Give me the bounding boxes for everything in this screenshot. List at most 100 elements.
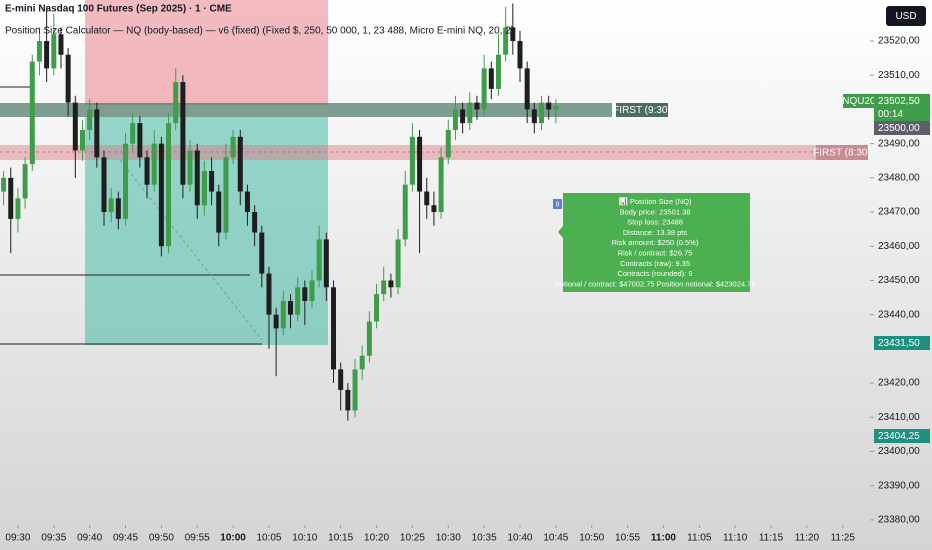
candle-body [151,143,157,185]
candle-body [15,198,21,219]
candle-body [266,273,272,315]
tooltip-line: Contracts (rounded): 9 [617,269,692,278]
price-box [874,336,930,350]
x-tick-label: 10:55 [615,533,640,544]
candle-body [115,198,121,219]
candle-body [316,239,322,281]
tooltip-line: Risk amount: $250 (0.5%) [612,238,699,247]
tooltip-line: Distance: 13.38 pts [623,228,687,237]
candle-body [223,157,229,233]
candle-body [352,369,358,411]
price-box [874,121,930,135]
candle-body [488,68,494,89]
candle-body [409,136,415,185]
candle-body [553,106,559,110]
y-tick-label: 23450,00 [878,275,920,286]
candle-body [137,123,143,158]
candle-body [244,191,250,213]
candle-body [51,34,57,69]
candle-body [72,102,78,151]
last-price: 23502,50 [878,96,920,107]
first-830-band [0,145,868,160]
candle-body [366,321,372,356]
candle-body [108,198,114,213]
candle-body [302,287,308,301]
stop-zone [85,0,328,105]
label-box [616,103,668,117]
symbol-label: NQU2025 [842,96,887,107]
candle-body [123,143,129,219]
y-tick-label: 23490,00 [878,138,920,149]
x-tick-label: 10:15 [328,533,353,544]
candle-body [259,232,265,274]
candle-body [381,280,387,295]
x-tick-label: 10:00 [220,533,246,544]
indicator-title: Position Size Calculator — NQ (body-base… [5,26,514,37]
candle-body [309,280,315,301]
y-tick-label: 23510,00 [878,70,920,81]
x-tick-label: 10:40 [507,533,532,544]
candle-body [524,68,530,110]
candle-body [194,150,200,206]
price-label: 23404,25 [878,431,920,442]
currency-button[interactable] [886,6,926,26]
candle-body [495,54,501,89]
candle-body [438,157,444,213]
candle-body [503,27,509,55]
y-tick-label: 23520,00 [878,36,920,47]
x-tick-label: 11:10 [723,533,748,544]
candle-body [395,239,401,288]
candle-body [345,389,351,411]
y-tick-label: 23440,00 [878,309,920,320]
y-tick-label: 23460,00 [878,241,920,252]
x-tick-label: 10:30 [436,533,461,544]
candle-body [431,205,437,213]
y-tick-label: 23470,00 [878,207,920,218]
x-tick-label: 09:30 [5,533,30,544]
candle-body [216,191,222,233]
candle-body [287,300,293,315]
tooltip-line: Body price: 23501.38 [620,207,691,216]
x-tick-label: 10:50 [579,533,604,544]
candle-body [209,171,215,192]
y-tick-label: 23410,00 [878,412,920,423]
candle-body [237,136,243,192]
candle-body [323,239,329,288]
currency-label[interactable]: USD [895,11,916,22]
candle-body [295,287,301,315]
marker-label[interactable]: 9 [556,201,560,208]
y-tick-label: 23420,00 [878,378,920,389]
x-tick-label: 09:45 [113,533,138,544]
x-tick-label: 11:20 [795,533,820,544]
countdown: 00:14 [878,109,903,120]
candle-body [187,150,193,185]
candle-body [474,102,480,110]
y-tick-label: 23390,00 [878,480,920,491]
x-tick-label: 09:40 [77,533,102,544]
candle-body [546,102,552,110]
candle-body [58,34,64,55]
tooltip-line: Stop loss: 23488 [627,218,683,227]
candle-body [201,171,207,206]
candle-body [22,164,28,199]
candle-body [29,61,35,165]
candle-body [460,109,466,124]
candle-body [445,129,451,158]
candle-body [517,41,523,69]
candle-body [273,314,279,329]
tooltip [558,193,750,292]
candle-body [1,177,7,192]
first-830-label: FIRST (8:30) [813,148,871,159]
candle-body [252,212,258,233]
candle-body [359,355,365,370]
tooltip-line: Risk / contract: $26.75 [618,248,693,257]
x-tick-label: 09:55 [185,533,210,544]
candle-body [338,369,344,390]
symbol-title: E-mini Nasdaq 100 Futures (Sep 2025) · 1… [5,4,232,15]
x-tick-label: 11:15 [759,533,784,544]
candle-body [417,136,423,192]
marker[interactable] [553,199,562,209]
candle-body [87,109,93,130]
candle-body [166,123,172,247]
label-box [816,145,868,160]
